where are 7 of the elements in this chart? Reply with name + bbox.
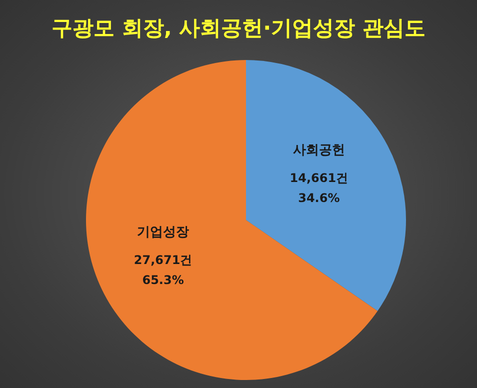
pie-slice xyxy=(246,60,406,312)
pie-slice xyxy=(86,60,378,380)
data-label: 14,661건 34.6% xyxy=(290,171,348,206)
chart-title: 구광모 회장, 사회공헌·기업성장 관심도 xyxy=(50,15,426,42)
slice-label: 사회공헌 xyxy=(292,143,345,158)
data-label: 27,671건 65.3% xyxy=(134,252,192,287)
slice-label: 기업성장 xyxy=(137,224,190,240)
